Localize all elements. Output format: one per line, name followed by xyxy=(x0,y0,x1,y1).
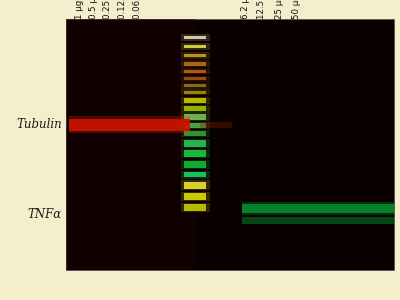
Bar xyxy=(181,130,210,137)
Bar xyxy=(184,44,206,48)
Bar xyxy=(181,139,210,148)
Bar xyxy=(184,123,206,128)
Text: 0.063 μg: 0.063 μg xyxy=(134,0,142,19)
Bar xyxy=(181,34,210,41)
Bar xyxy=(181,44,210,50)
Bar xyxy=(184,131,206,136)
Bar xyxy=(184,172,206,177)
Text: 0.25 μg: 0.25 μg xyxy=(104,0,112,19)
Text: 0.5 μg: 0.5 μg xyxy=(90,0,98,19)
Bar xyxy=(181,82,210,88)
Bar xyxy=(181,105,210,112)
Bar xyxy=(184,77,206,80)
Bar xyxy=(181,160,210,169)
Bar xyxy=(181,203,210,212)
Bar xyxy=(181,113,210,121)
Bar xyxy=(66,20,195,270)
Bar xyxy=(181,149,210,158)
Bar xyxy=(181,97,210,104)
Bar xyxy=(181,122,210,129)
Text: 1 μg: 1 μg xyxy=(75,0,84,19)
Bar xyxy=(184,140,206,147)
Bar xyxy=(242,204,394,213)
Text: 12.5 μg: 12.5 μg xyxy=(258,0,266,19)
Text: 25 μg: 25 μg xyxy=(276,0,284,19)
Bar xyxy=(181,60,210,67)
Bar xyxy=(181,68,210,74)
Bar xyxy=(184,61,206,65)
Bar xyxy=(184,106,206,111)
Bar xyxy=(184,70,206,73)
Bar xyxy=(181,89,210,95)
Text: 6.2 μg: 6.2 μg xyxy=(242,0,250,19)
Bar xyxy=(69,119,190,130)
Text: TNFα: TNFα xyxy=(28,208,62,221)
Bar xyxy=(184,150,206,157)
Bar xyxy=(184,91,206,94)
Bar xyxy=(66,20,394,270)
Bar xyxy=(200,122,232,128)
Text: 0.125 μg: 0.125 μg xyxy=(118,0,127,19)
Bar xyxy=(181,192,210,202)
Bar xyxy=(184,35,206,39)
Text: Tubulin: Tubulin xyxy=(16,118,62,131)
Bar xyxy=(184,161,206,168)
Bar xyxy=(184,53,206,57)
Bar xyxy=(242,202,394,215)
Bar xyxy=(181,171,210,178)
Bar xyxy=(184,193,206,200)
Bar xyxy=(181,76,210,82)
Bar xyxy=(184,204,206,211)
Bar xyxy=(184,114,206,120)
Bar xyxy=(242,217,394,224)
Bar xyxy=(181,52,210,59)
Bar xyxy=(184,98,206,103)
Bar xyxy=(69,116,190,133)
Bar xyxy=(184,182,206,189)
Bar xyxy=(181,181,210,190)
Bar xyxy=(184,84,206,87)
Text: 50 μg: 50 μg xyxy=(292,0,301,19)
